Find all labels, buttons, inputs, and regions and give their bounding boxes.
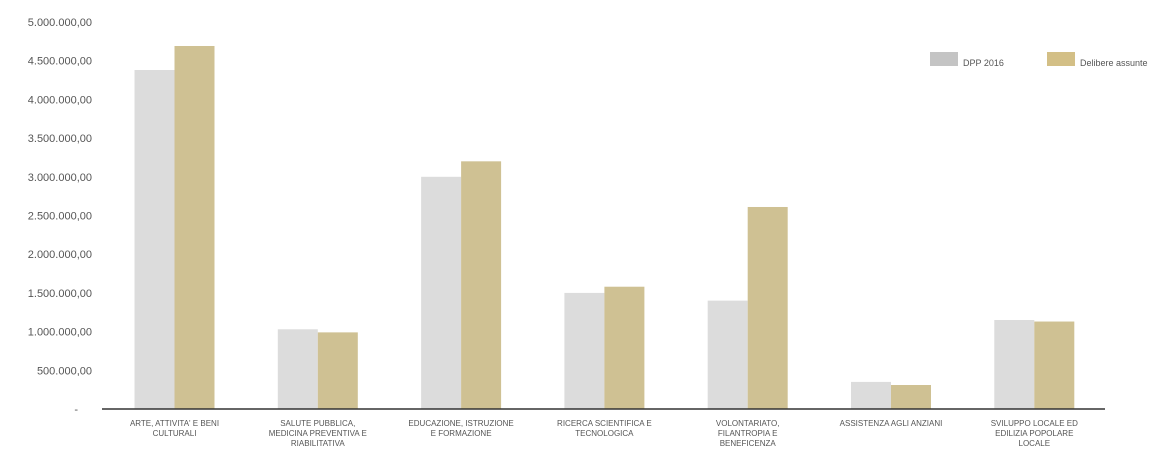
bar-dpp-2016 bbox=[277, 329, 318, 409]
x-category-label: ASSISTENZA AGLI ANZIANI bbox=[840, 419, 943, 428]
bar-delibere-assunte bbox=[747, 206, 788, 409]
x-category-label: SVILUPPO LOCALE ED EDILIZIA POPOLARE LOCAL… bbox=[991, 419, 1078, 448]
bar-delibere-assunte bbox=[604, 286, 645, 409]
bar-delibere-assunte bbox=[1034, 321, 1075, 409]
bars bbox=[134, 45, 1075, 410]
x-category-label-line: RIABILITATIVA bbox=[291, 439, 345, 448]
y-axis-ticks: - 500.000,00 1.000.000,00 1.500.000,00 2.000… bbox=[28, 17, 92, 416]
x-category-label-line: SVILUPPO LOCALE ED bbox=[991, 419, 1078, 428]
bar-delibere-assunte bbox=[461, 161, 502, 409]
y-tick-label: - bbox=[74, 404, 78, 416]
x-category-label-line: LOCALE bbox=[1019, 439, 1051, 448]
legend-swatch bbox=[1047, 52, 1075, 66]
x-category-label: RICERCA SCIENTIFICA E TECNOLOGICA bbox=[557, 419, 652, 438]
category-labels: ARTE, ATTIVITA' E BENI CULTURALI SALUTE PU… bbox=[130, 419, 1078, 448]
bar-dpp-2016 bbox=[851, 381, 891, 409]
legend-swatch bbox=[930, 52, 958, 66]
y-tick-label: 4.500.000,00 bbox=[28, 56, 92, 68]
y-tick-label: 2.000.000,00 bbox=[28, 249, 92, 261]
x-category-label-line: ASSISTENZA AGLI ANZIANI bbox=[840, 419, 943, 428]
y-tick-label: 1.000.000,00 bbox=[28, 327, 92, 339]
x-category-label: SALUTE PUBBLICA, MEDICINA PREVENTIVA E RIA… bbox=[269, 419, 367, 448]
x-category-label-line: E FORMAZIONE bbox=[431, 429, 492, 438]
x-category-label-line: MEDICINA PREVENTIVA E bbox=[269, 429, 367, 438]
y-tick-label: 500.000,00 bbox=[37, 365, 92, 377]
legend: DPP 2016 Delibere assunte bbox=[930, 52, 1148, 68]
x-category-label: VOLONTARIATO, FILANTROPIA E BENEFICENZA bbox=[716, 419, 780, 448]
bar-delibere-assunte bbox=[317, 332, 358, 409]
x-category-label-line: BENEFICENZA bbox=[720, 439, 777, 448]
x-category-label-line: CULTURALI bbox=[153, 429, 197, 438]
x-category-label-line: VOLONTARIATO, bbox=[716, 419, 780, 428]
x-category-label-line: SALUTE PUBBLICA, bbox=[280, 419, 355, 428]
legend-label: DPP 2016 bbox=[963, 58, 1004, 68]
bar-delibere-assunte bbox=[174, 45, 215, 410]
x-category-label: ARTE, ATTIVITA' E BENI CULTURALI bbox=[130, 419, 219, 438]
bar-delibere-assunte bbox=[891, 385, 931, 409]
y-tick-label: 3.000.000,00 bbox=[28, 172, 92, 184]
y-tick-label: 1.500.000,00 bbox=[28, 288, 92, 300]
x-category-label: EDUCAZIONE, ISTRUZIONE E FORMAZIONE bbox=[408, 419, 513, 438]
y-tick-label: 4.000.000,00 bbox=[28, 94, 92, 106]
bar-dpp-2016 bbox=[134, 69, 175, 409]
legend-label: Delibere assunte bbox=[1080, 58, 1148, 68]
x-category-label-line: RICERCA SCIENTIFICA E bbox=[557, 419, 652, 428]
x-category-label-line: ARTE, ATTIVITA' E BENI bbox=[130, 419, 219, 428]
bar-dpp-2016 bbox=[421, 176, 462, 409]
x-category-label-line: EDUCAZIONE, ISTRUZIONE bbox=[408, 419, 513, 428]
x-category-label-line: EDILIZIA POPOLARE bbox=[995, 429, 1073, 438]
x-category-label-line: FILANTROPIA E bbox=[718, 429, 778, 438]
x-category-label-line: TECNOLOGICA bbox=[575, 429, 634, 438]
y-tick-label: 2.500.000,00 bbox=[28, 211, 92, 223]
bar-dpp-2016 bbox=[707, 300, 748, 409]
y-tick-label: 5.000.000,00 bbox=[28, 17, 92, 29]
y-tick-label: 3.500.000,00 bbox=[28, 133, 92, 145]
bar-dpp-2016 bbox=[564, 292, 605, 409]
bar-dpp-2016 bbox=[994, 319, 1035, 409]
